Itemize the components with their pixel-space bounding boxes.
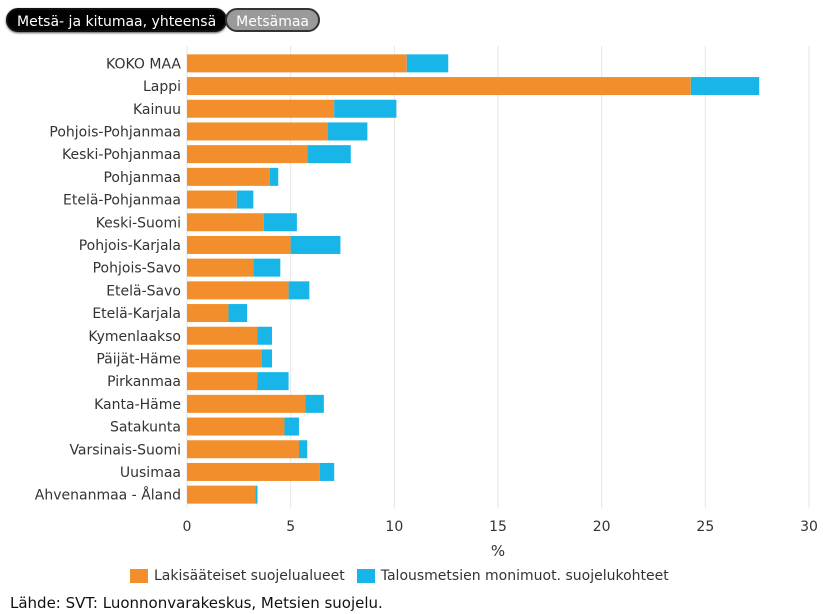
- category-label: Kymenlaakso: [88, 329, 181, 345]
- bar-series1[interactable]: [187, 394, 306, 413]
- category-label: Kainuu: [133, 102, 181, 118]
- bar-series2[interactable]: [406, 54, 449, 73]
- category-label: Päijät-Häme: [96, 351, 181, 367]
- category-label: Pohjois-Savo: [93, 261, 181, 277]
- category-label: Keski-Pohjanmaa: [62, 147, 181, 163]
- bar-series2[interactable]: [319, 462, 335, 481]
- x-tick-label: 5: [286, 519, 295, 535]
- bar-series2[interactable]: [257, 326, 273, 345]
- bar-series1[interactable]: [187, 145, 308, 164]
- x-tick-label: 30: [800, 519, 818, 535]
- bar-series2[interactable]: [327, 122, 368, 141]
- bar-series1[interactable]: [187, 304, 229, 323]
- x-tick-label: 15: [489, 519, 507, 535]
- x-tick-label: 10: [385, 519, 403, 535]
- bar-series2[interactable]: [228, 304, 248, 323]
- bar-series1[interactable]: [187, 122, 328, 141]
- category-label: Keski-Suomi: [96, 215, 181, 231]
- bar-series1[interactable]: [187, 99, 335, 118]
- bar-series1[interactable]: [187, 258, 254, 277]
- bar-series1[interactable]: [187, 417, 285, 436]
- x-tick-labels: 0 5 10 15 20 25 30: [183, 519, 818, 535]
- bar-series2[interactable]: [307, 145, 351, 164]
- bar-series2[interactable]: [269, 167, 279, 186]
- x-tick-label: 0: [183, 519, 192, 535]
- toggle-forest-land-button[interactable]: Metsämaa: [225, 8, 321, 32]
- legend-swatch-series2: [356, 569, 375, 583]
- bars: [187, 54, 760, 504]
- bar-series2[interactable]: [298, 440, 308, 459]
- category-label: Pohjois-Pohjanmaa: [49, 124, 181, 140]
- category-label: Uusimaa: [120, 465, 181, 481]
- bar-series1[interactable]: [187, 190, 237, 209]
- bar-series2[interactable]: [290, 235, 341, 254]
- bar-series2[interactable]: [690, 77, 760, 96]
- bar-series1[interactable]: [187, 281, 289, 300]
- bar-series1[interactable]: [187, 235, 291, 254]
- bar-series2[interactable]: [236, 190, 254, 209]
- bar-series2[interactable]: [288, 281, 310, 300]
- bar-series1[interactable]: [187, 372, 258, 391]
- source-note: Lähde: SVT: Luonnonvarakeskus, Metsien s…: [10, 594, 383, 612]
- legend-item-series1[interactable]: Lakisääteiset suojelualueet: [130, 568, 345, 584]
- category-label: Pohjois-Karjala: [79, 238, 181, 254]
- category-label: Etelä-Savo: [106, 283, 181, 299]
- bar-series1[interactable]: [187, 349, 262, 368]
- toggle-bar: Metsä- ja kitumaa, yhteensä Metsämaa: [6, 8, 321, 32]
- legend-swatch-series1: [130, 569, 148, 583]
- category-label: Ahvenanmaa - Åland: [35, 487, 181, 504]
- bar-series2[interactable]: [253, 258, 281, 277]
- category-label: Pirkanmaa: [107, 374, 181, 390]
- bar-series1[interactable]: [187, 77, 691, 96]
- category-label: Kanta-Häme: [94, 397, 181, 413]
- category-label: Pohjanmaa: [103, 170, 181, 186]
- bar-series1[interactable]: [187, 440, 299, 459]
- bar-series1[interactable]: [187, 485, 256, 504]
- bar-series2[interactable]: [257, 372, 289, 391]
- x-tick-label: 25: [696, 519, 714, 535]
- bar-series1[interactable]: [187, 213, 264, 232]
- category-labels: KOKO MAA Lappi Kainuu Pohjois-Pohjanmaa Kesk…: [35, 56, 182, 503]
- category-label: Varsinais-Suomi: [69, 442, 181, 458]
- bar-series2[interactable]: [261, 349, 273, 368]
- legend-item-series2[interactable]: Talousmetsien monimuot. suojelukohteet: [356, 568, 669, 584]
- toggle-total-button[interactable]: Metsä- ja kitumaa, yhteensä: [6, 8, 228, 32]
- bar-chart: KOKO MAA Lappi Kainuu Pohjois-Pohjanmaa Kesk…: [35, 46, 818, 560]
- bar-series2[interactable]: [334, 99, 397, 118]
- category-label: Etelä-Karjala: [92, 306, 181, 322]
- bar-series1[interactable]: [187, 167, 270, 186]
- bar-series2[interactable]: [284, 417, 299, 436]
- bar-series1[interactable]: [187, 462, 320, 481]
- bar-series2[interactable]: [263, 213, 297, 232]
- category-label: Satakunta: [110, 420, 181, 436]
- bar-series1[interactable]: [187, 326, 258, 345]
- bar-series1[interactable]: [187, 54, 407, 73]
- category-label: Etelä-Pohjanmaa: [63, 193, 181, 209]
- legend-label-series1: Lakisääteiset suojelualueet: [154, 568, 345, 584]
- legend: Lakisääteiset suojelualueet Talousmetsie…: [130, 568, 681, 584]
- category-label: KOKO MAA: [106, 56, 181, 72]
- category-label: Lappi: [143, 79, 181, 95]
- x-tick-label: 20: [593, 519, 611, 535]
- bar-series2[interactable]: [305, 394, 324, 413]
- legend-label-series2: Talousmetsien monimuot. suojelukohteet: [380, 568, 669, 584]
- x-axis-title: %: [491, 542, 505, 560]
- bar-series2[interactable]: [255, 485, 258, 504]
